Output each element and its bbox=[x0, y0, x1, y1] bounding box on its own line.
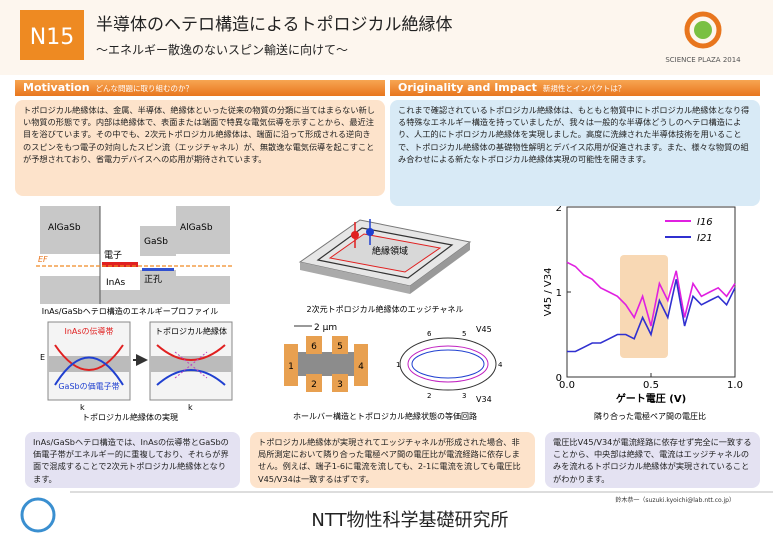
x-tick-label: 1.0 bbox=[727, 380, 743, 391]
band-diagram: AlGaSb GaSb AlGaSb 電子 正孔 InAs EF InAs/Ga… bbox=[36, 206, 232, 316]
subtitle: ～エネルギー散逸のないスピン輸送に向けて～ bbox=[96, 42, 348, 57]
node: 6 bbox=[427, 330, 432, 338]
x-tick-label: 0.5 bbox=[643, 380, 659, 391]
note: トポロジカル絶縁体が実現されてエッジチャネルが形成された場合、非局所測定において… bbox=[250, 432, 535, 488]
edge-diagram: 絶縁領域 2次元トポロジカル絶縁体のエッジチャネル bbox=[298, 219, 472, 314]
title: 半導体のヘテロ構造によるトポロジカル絶縁体 bbox=[96, 15, 453, 35]
label: InAsの伝導帯 bbox=[64, 326, 113, 336]
y-axis-label: V45 / V34 bbox=[543, 268, 554, 317]
header-bg bbox=[0, 0, 773, 75]
scale: 2 μm bbox=[314, 323, 337, 333]
contact: 6 bbox=[311, 342, 317, 352]
section-heading: Motivation どんな問題に取り組むのか？ bbox=[15, 80, 385, 96]
institute: NTT物性科学基礎研究所 bbox=[311, 510, 508, 531]
series-line bbox=[566, 261, 736, 327]
caption: トポロジカル絶縁体の実現 bbox=[82, 412, 178, 422]
subheading: 新規性とインパクトは？ bbox=[542, 84, 626, 93]
legend-label: I21 bbox=[697, 233, 713, 244]
originality-text: これまで確認されているトポロジカル絶縁体は、もともと物質中にトポロジカル絶縁体と… bbox=[390, 100, 760, 206]
subheading: どんな問題に取り組むのか？ bbox=[95, 84, 194, 93]
contact: 4 bbox=[358, 362, 364, 372]
contact: 5 bbox=[337, 342, 343, 352]
label: GaSb bbox=[144, 237, 168, 247]
node: 4 bbox=[498, 361, 503, 369]
label: AlGaSb bbox=[48, 223, 81, 233]
note: 電圧比V45/V34が電流経路に依存せず完全に一致することから、中央部は絶縁で、… bbox=[545, 432, 760, 488]
label: k bbox=[188, 403, 193, 412]
topo-diagram: InAsの伝導帯 GaSbの価電子帯 E k トポロジカル絶縁体 k トポロジカ… bbox=[40, 321, 233, 422]
label: AlGaSb bbox=[180, 223, 213, 233]
y-tick-label: 2 bbox=[556, 203, 562, 214]
caption: 隣り合った電極ペア間の電圧比 bbox=[594, 411, 706, 421]
node: 3 bbox=[462, 392, 466, 400]
node: 5 bbox=[462, 330, 466, 338]
legend-label: I16 bbox=[697, 217, 713, 228]
label: E bbox=[40, 353, 45, 362]
note: InAs/GaSbヘテロ構造では、InAsの伝導帯とGaSbの価電子帯がエネルギ… bbox=[25, 432, 240, 488]
chart: 0.0 0.5 1.0 0 1 2 ゲート電圧 (V) V45 / V34 I16 I21 bbox=[543, 203, 743, 405]
node: V45 bbox=[476, 325, 492, 334]
badge-bg bbox=[20, 10, 84, 60]
motivation-text: トポロジカル絶縁体は、金属、半導体、絶縁体といった従来の物質の分類に当てはまらな… bbox=[15, 100, 385, 196]
ntt-logo bbox=[20, 497, 56, 533]
label: 正孔 bbox=[144, 274, 162, 285]
logo-ring bbox=[684, 11, 722, 49]
logo-text: SCIENCE PLAZA 2014 bbox=[665, 56, 741, 64]
heading: Originality and Impact bbox=[398, 81, 537, 94]
x-axis-label: ゲート電圧 (V) bbox=[616, 392, 686, 405]
node: V34 bbox=[476, 395, 492, 404]
y-tick-label: 0 bbox=[556, 373, 562, 384]
section-heading: Originality and Impact 新規性とインパクトは？ bbox=[390, 80, 760, 96]
contact: 2 bbox=[311, 380, 317, 390]
badge: N15 bbox=[30, 25, 74, 50]
y-tick-label: 1 bbox=[556, 288, 562, 299]
logo-dot bbox=[694, 21, 712, 39]
label: GaSbの価電子帯 bbox=[58, 381, 119, 391]
contact: 鈴木恭一（suzuki.kyoichi@lab.ntt.co.jp） bbox=[615, 496, 735, 504]
node: 2 bbox=[427, 392, 431, 400]
footer-bg bbox=[0, 492, 773, 547]
contact: 1 bbox=[288, 362, 294, 372]
contact: 3 bbox=[337, 380, 343, 390]
caption: ホールバー構造とトポロジカル絶縁状態の等価回路 bbox=[293, 411, 477, 421]
label: InAs bbox=[106, 278, 126, 288]
x-tick-label: 0.0 bbox=[559, 380, 575, 391]
label: EF bbox=[38, 255, 48, 264]
label: k bbox=[80, 403, 85, 412]
label: 絶縁領域 bbox=[372, 245, 408, 257]
caption: InAs/GaSbヘテロ構造のエネルギープロファイル bbox=[42, 306, 219, 316]
series-line bbox=[567, 279, 736, 353]
heading: Motivation bbox=[23, 81, 90, 94]
caption: 2次元トポロジカル絶縁体のエッジチャネル bbox=[306, 304, 463, 314]
label: トポロジカル絶縁体 bbox=[155, 326, 227, 336]
node: 1 bbox=[396, 361, 400, 369]
hallbar: 2 μm 1 2 3 4 5 6 1 2 3 4 5 6 V45 V34 ホール… bbox=[284, 323, 503, 421]
label: 電子 bbox=[104, 250, 122, 261]
